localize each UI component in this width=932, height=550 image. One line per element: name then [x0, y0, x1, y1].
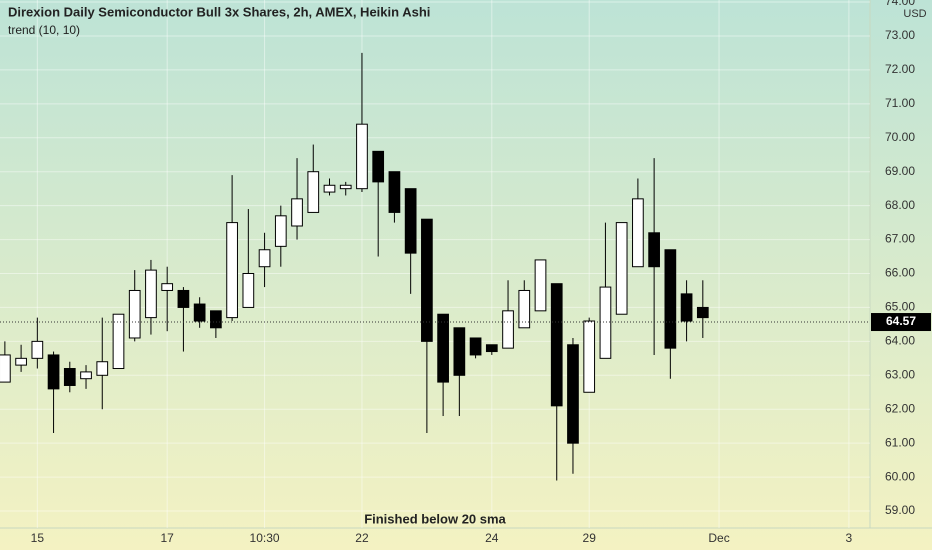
last-price-label: 64.57 [886, 314, 916, 328]
x-tick-label: 24 [485, 531, 499, 545]
y-tick-label: 68.00 [885, 198, 915, 212]
candle-body [96, 361, 109, 376]
x-tick-label: Dec [708, 531, 729, 545]
candle-body [485, 344, 498, 353]
y-tick-label: 59.00 [885, 503, 915, 517]
candle-body [307, 171, 320, 213]
candle-body [128, 289, 141, 339]
chart-title: Direxion Daily Semiconductor Bull 3x Sha… [8, 4, 430, 19]
candle-body [680, 293, 693, 322]
y-tick-label: 73.00 [885, 28, 915, 42]
candle-body [226, 222, 238, 319]
y-tick-label: 65.00 [885, 300, 915, 314]
x-tick-label: 17 [161, 531, 175, 545]
candle-body [567, 344, 579, 444]
candle-body [112, 313, 125, 370]
candle-body [632, 198, 644, 268]
currency-label: USD [903, 8, 926, 20]
candle-body [599, 286, 612, 359]
y-tick-label: 61.00 [885, 435, 915, 449]
candle-body [274, 215, 287, 247]
candle-body [177, 289, 190, 308]
y-tick-label: 67.00 [885, 232, 915, 246]
candle-body [210, 310, 222, 329]
y-tick-label: 64.00 [885, 334, 915, 348]
y-tick-label: 60.00 [885, 469, 915, 483]
y-tick-label: 62.00 [885, 401, 915, 415]
candle-body [453, 327, 466, 376]
candle-body [161, 283, 174, 291]
candle-body [291, 198, 303, 227]
candle-body [80, 371, 92, 380]
candle-body [437, 313, 449, 383]
candle-body [534, 259, 547, 312]
candle-body [404, 188, 417, 254]
annotation: Finished below 20 sma [364, 511, 506, 526]
y-tick-label: 74.00 [885, 0, 915, 8]
x-tick-label: 3 [846, 531, 853, 545]
candle-body [193, 303, 206, 322]
candle-body [696, 306, 709, 319]
candle-body [145, 269, 157, 319]
candle-body [242, 273, 255, 308]
last-price-box [871, 313, 931, 332]
x-tick-label: 10:30 [250, 531, 280, 545]
candle-body [502, 310, 514, 349]
candle-body [518, 289, 531, 329]
candle-body [0, 354, 11, 383]
candle-body [583, 320, 596, 393]
y-tick-label: 69.00 [885, 164, 915, 178]
candle-body [648, 232, 660, 268]
y-tick-label: 63.00 [885, 367, 915, 381]
x-tick-label: 22 [355, 531, 369, 545]
candle-body [323, 184, 336, 193]
candle-body [47, 354, 60, 390]
candle-body [550, 283, 563, 407]
candle-body [15, 357, 27, 366]
y-tick-label: 66.00 [885, 266, 915, 280]
candle-body [388, 171, 401, 213]
candle-body [339, 184, 352, 190]
indicator-label: trend (10, 10) [8, 23, 80, 37]
candle-body [31, 340, 44, 359]
candle-body [63, 368, 76, 386]
candle-body [421, 218, 433, 342]
candle-body [258, 249, 271, 268]
candle-body [615, 222, 628, 315]
candle-body [469, 337, 482, 356]
candle-body [356, 123, 368, 190]
x-tick-label: 15 [31, 531, 45, 545]
y-tick-label: 72.00 [885, 62, 915, 76]
candle-body [664, 249, 677, 349]
y-tick-label: 71.00 [885, 96, 915, 110]
y-tick-label: 70.00 [885, 130, 915, 144]
candle-body [372, 150, 385, 183]
x-tick-label: 29 [583, 531, 597, 545]
